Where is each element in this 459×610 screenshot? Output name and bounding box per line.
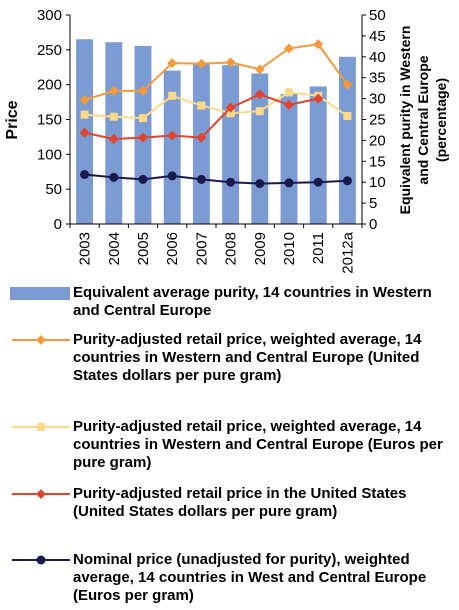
- x-tick-label: 2011: [310, 232, 327, 264]
- y-right-axis-title: and Central Europe: [415, 55, 431, 184]
- series-line-0: [84, 43, 349, 101]
- x-tick-label: 2009: [252, 232, 269, 265]
- series-point-1: [255, 107, 264, 116]
- y-right-axis-title: (percentage): [433, 78, 449, 162]
- x-tick-label: 2004: [106, 232, 123, 265]
- right-tick-label: 25: [369, 112, 386, 129]
- series-point-2: [196, 132, 207, 143]
- series-point-1: [80, 110, 89, 119]
- series-point-0: [342, 79, 353, 90]
- series-point-3: [196, 174, 206, 184]
- series-point-2: [108, 134, 119, 145]
- series-point-1: [226, 109, 235, 118]
- bar-purity: [222, 65, 240, 224]
- x-tick-label: 2007: [193, 232, 210, 265]
- series-point-2: [138, 132, 148, 143]
- series-point-0: [284, 43, 294, 54]
- series-point-0: [196, 58, 207, 69]
- legend-marker-orange-diamond: [12, 335, 70, 345]
- y-left-axis-title: Price: [4, 100, 21, 139]
- series-line-3: [84, 173, 348, 185]
- right-tick-label: 30: [369, 91, 386, 108]
- legend-label: Nominal price (unadjusted for purity), w…: [73, 551, 427, 604]
- right-tick-label: 50: [369, 7, 386, 24]
- legend-marker-yellow-square: [12, 423, 70, 431]
- x-tick-label: 2008: [223, 232, 240, 265]
- series-point-3: [313, 177, 323, 187]
- series-point-2: [254, 89, 265, 100]
- x-tick-label: 2010: [281, 232, 298, 265]
- series-point-3: [80, 170, 90, 180]
- legend-label: Purity-adjusted retail price, weighted a…: [73, 418, 443, 471]
- series-point-3: [284, 178, 294, 188]
- series-point-2: [225, 102, 236, 113]
- series-point-1: [285, 88, 293, 97]
- series-point-2: [79, 127, 90, 138]
- series-point-0: [138, 85, 148, 96]
- x-tick-label: 2006: [164, 232, 181, 265]
- series-point-1: [343, 112, 352, 121]
- series-point-2: [313, 93, 324, 104]
- legend-label: Purity-adjusted retail price in the Unit…: [73, 485, 407, 520]
- right-tick-label: 40: [369, 49, 386, 66]
- series-point-3: [226, 177, 236, 187]
- left-tick-label: 300: [37, 7, 62, 24]
- series-point-1: [197, 101, 206, 110]
- series-point-1: [168, 91, 177, 100]
- series-point-0: [313, 39, 324, 50]
- bar-purity: [309, 86, 327, 224]
- left-tick-label: 100: [37, 146, 62, 163]
- legend-marker-navy-circle: [12, 555, 70, 565]
- series-point-3: [255, 179, 265, 189]
- left-tick-label: 150: [37, 112, 62, 129]
- series-point-3: [138, 174, 148, 184]
- right-tick-label: 0: [369, 216, 377, 233]
- bar-purity: [105, 42, 123, 224]
- x-tick-label: 2005: [135, 232, 152, 265]
- legend-label: Equivalent average purity, 14 countries …: [73, 284, 432, 319]
- left-tick-label: 200: [37, 77, 62, 94]
- series-point-1: [109, 112, 118, 121]
- left-tick-label: 50: [45, 181, 62, 198]
- x-tick-label: 2003: [77, 232, 94, 265]
- series-point-0: [254, 64, 265, 75]
- left-tick-label: 250: [37, 42, 62, 59]
- series-point-0: [108, 85, 119, 96]
- series-line-1: [84, 91, 348, 120]
- series-point-0: [79, 94, 90, 105]
- chart: 0 50 100 150 200 250 300 0 5 10 15 20 25 30 35 40 45 50 20…: [4, 7, 449, 274]
- bar-purity: [163, 70, 181, 225]
- right-tick-label: 20: [369, 132, 386, 149]
- right-tick-label: 5: [369, 195, 377, 212]
- bar-purity: [280, 94, 298, 224]
- right-tick-label: 15: [369, 153, 386, 170]
- x-tick-label: 2012a: [339, 231, 356, 273]
- series-point-2: [284, 99, 294, 110]
- series-point-2: [167, 130, 178, 141]
- right-tick-label: 45: [369, 28, 386, 45]
- bar-purity: [192, 64, 210, 224]
- right-tick-label: 10: [369, 174, 386, 191]
- series-point-3: [342, 176, 352, 186]
- y-right-axis-title: Equivalent purity in Western: [397, 26, 413, 215]
- legend-marker-red-diamond: [12, 489, 70, 499]
- series-point-1: [139, 114, 147, 123]
- legend-marker-bar: [10, 287, 70, 300]
- legend-label: Purity-adjusted retail price, weighted a…: [73, 331, 422, 384]
- right-tick-label: 35: [369, 70, 386, 87]
- series-point-0: [225, 57, 236, 68]
- series-point-3: [109, 172, 119, 182]
- series-point-3: [167, 171, 177, 181]
- series-point-0: [167, 58, 178, 69]
- left-tick-label: 0: [54, 216, 62, 233]
